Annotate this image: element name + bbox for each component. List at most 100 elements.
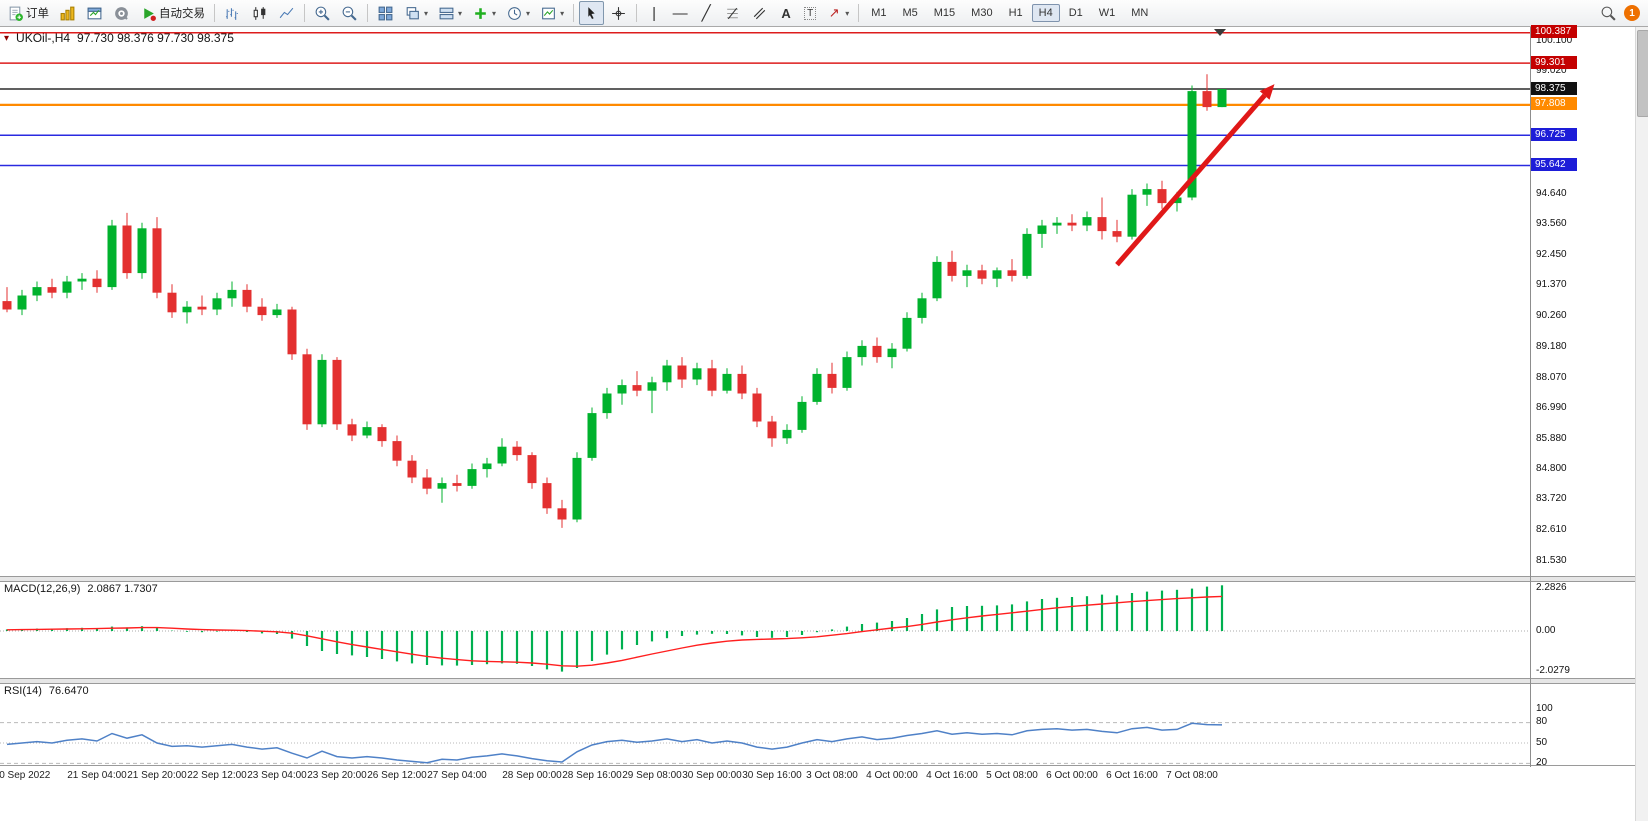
crosshair-tool-button[interactable] — [606, 1, 631, 25]
price-line-label: 100.387 — [1531, 25, 1577, 39]
rsi-panel[interactable] — [0, 683, 1530, 764]
rsi-current-value: 76.6470 — [48, 685, 89, 697]
text-tool-button[interactable]: A — [774, 1, 798, 25]
chart-window-icon — [87, 7, 102, 19]
price-tick: 88.070 — [1536, 371, 1567, 383]
timeframe-w1[interactable]: W1 — [1098, 7, 1116, 19]
cascade-windows-button[interactable]: ▾ — [400, 1, 432, 25]
price-tick: 83.720 — [1536, 493, 1567, 505]
search-button[interactable] — [1596, 1, 1621, 25]
line-chart-mode-button[interactable] — [274, 1, 299, 25]
macd-panel[interactable] — [0, 581, 1530, 679]
label-icon: T — [804, 6, 817, 20]
zoom-in-icon — [315, 6, 330, 21]
chevron-down-icon: ▾ — [458, 8, 463, 18]
arrange-windows-button[interactable]: ▾ — [434, 1, 466, 25]
new-order-icon — [9, 6, 23, 21]
periods-button[interactable]: ▾ — [502, 1, 534, 25]
crosshair-icon — [612, 6, 625, 20]
zoom-in-button[interactable] — [310, 1, 335, 25]
new-chart-icon — [60, 6, 75, 20]
zoom-out-button[interactable] — [337, 1, 362, 25]
price-line-label: 97.808 — [1531, 97, 1577, 111]
macd-current-values: 2.0867 1.7307 — [87, 583, 158, 595]
arrows-tool-button[interactable]: ↗ ▾ — [822, 1, 853, 25]
channel-tool-button[interactable] — [747, 1, 772, 25]
timeframe-m5[interactable]: M5 — [902, 7, 918, 19]
add-indicator-button[interactable]: ▾ — [468, 1, 500, 25]
timeframe-mn[interactable]: MN — [1131, 7, 1149, 19]
arrows-icon: ↗ — [828, 5, 840, 20]
profiles-button[interactable] — [82, 1, 107, 25]
time-tick: 3 Oct 08:00 — [806, 770, 858, 781]
candlestick-mode-button[interactable] — [247, 1, 272, 25]
timeframe-h1[interactable]: H1 — [1008, 7, 1023, 19]
rsi-tick: 20 — [1536, 756, 1548, 768]
price-tick: 86.990 — [1536, 401, 1567, 413]
trend-arrow-annotation[interactable] — [1115, 84, 1275, 267]
macd-histogram — [5, 585, 1224, 672]
notification-badge[interactable]: 1 — [1624, 5, 1640, 21]
toolbar-separator — [573, 4, 575, 22]
price-tick: 92.450 — [1536, 248, 1567, 260]
vertical-scrollbar[interactable] — [1635, 27, 1648, 821]
scrollbar-thumb[interactable] — [1637, 30, 1648, 117]
time-tick: 6 Oct 16:00 — [1106, 770, 1158, 781]
template-icon — [542, 7, 555, 19]
trendline-tool-button[interactable]: ╱ — [694, 1, 718, 25]
price-tick: 94.640 — [1536, 187, 1567, 199]
price-line-label: 95.642 — [1531, 158, 1577, 171]
time-tick: 4 Oct 16:00 — [926, 770, 978, 781]
macd-tick: 0.00 — [1536, 624, 1556, 636]
toolbar-separator — [636, 4, 638, 22]
chevron-down-icon: ▾ — [526, 8, 531, 18]
new-chart-button[interactable] — [55, 1, 80, 25]
price-axis[interactable]: 100.100 99.020 94.640 93.560 92.450 91.370 90.… — [1530, 25, 1636, 768]
horizontal-price-lines[interactable] — [0, 31, 1530, 167]
chevron-down-icon: ▾ — [424, 8, 429, 18]
templates-button[interactable]: ▾ — [536, 1, 568, 25]
timeframe-m1[interactable]: M1 — [871, 7, 887, 19]
price-tick: 82.610 — [1536, 524, 1567, 536]
timeframe-d1[interactable]: D1 — [1068, 7, 1083, 19]
vertical-line-tool-button[interactable]: | — [642, 1, 666, 25]
auto-trading-button[interactable]: 自动交易 — [136, 1, 209, 25]
price-line-label: 96.725 — [1531, 127, 1577, 141]
toolbar-separator — [214, 4, 215, 22]
toolbar-separator — [304, 4, 305, 22]
timeframe-m30[interactable]: M30 — [971, 7, 993, 19]
bar-chart-mode-button[interactable] — [220, 1, 245, 25]
timeframe-m15[interactable]: M15 — [933, 7, 956, 19]
clock-icon — [508, 6, 521, 20]
time-tick: 5 Oct 08:00 — [986, 770, 1038, 781]
time-tick: 21 Sep 20:00 — [127, 770, 187, 781]
macd-panel-splitter[interactable] — [0, 576, 1636, 582]
rsi-panel-splitter[interactable] — [0, 678, 1636, 684]
time-tick: 28 Sep 16:00 — [562, 770, 622, 781]
chart-symbol-period: UKOil-,H4 — [16, 31, 71, 45]
label-tool-button[interactable]: T — [800, 1, 820, 25]
search-icon — [1601, 6, 1616, 21]
horizontal-line-tool-button[interactable]: — — [668, 1, 692, 25]
fibonacci-tool-button[interactable] — [720, 1, 745, 25]
timeframe-h4[interactable]: H4 — [1031, 4, 1060, 22]
price-line-label: 98.375 — [1531, 81, 1577, 95]
chart-title: ▾ UKOil-,H4 97.730 98.376 97.730 98.375 — [4, 31, 234, 45]
cursor-tool-button[interactable] — [579, 1, 605, 25]
time-tick: 28 Sep 00:00 — [502, 770, 562, 781]
chart-ohlc-values: 97.730 98.376 97.730 98.375 — [77, 31, 234, 45]
new-order-button[interactable]: 订单 — [3, 1, 53, 25]
tile-windows-button[interactable] — [373, 1, 398, 25]
time-tick: 29 Sep 08:00 — [622, 770, 682, 781]
time-tick: 27 Sep 04:00 — [427, 770, 487, 781]
macd-tick: -2.0279 — [1536, 665, 1570, 677]
chart-area: ▾ UKOil-,H4 97.730 98.376 97.730 98.375 … — [0, 25, 1648, 821]
macd-title: MACD(12,26,9) 2.0867 1.7307 — [4, 583, 158, 595]
top-toolbar: 订单 自动交易 — [0, 0, 1648, 27]
community-button[interactable] — [109, 1, 134, 25]
main-price-chart[interactable] — [0, 27, 1530, 577]
rsi-name: RSI(14) — [4, 685, 42, 697]
time-tick: 23 Sep 20:00 — [307, 770, 367, 781]
chart-shift-marker[interactable] — [1214, 29, 1226, 36]
